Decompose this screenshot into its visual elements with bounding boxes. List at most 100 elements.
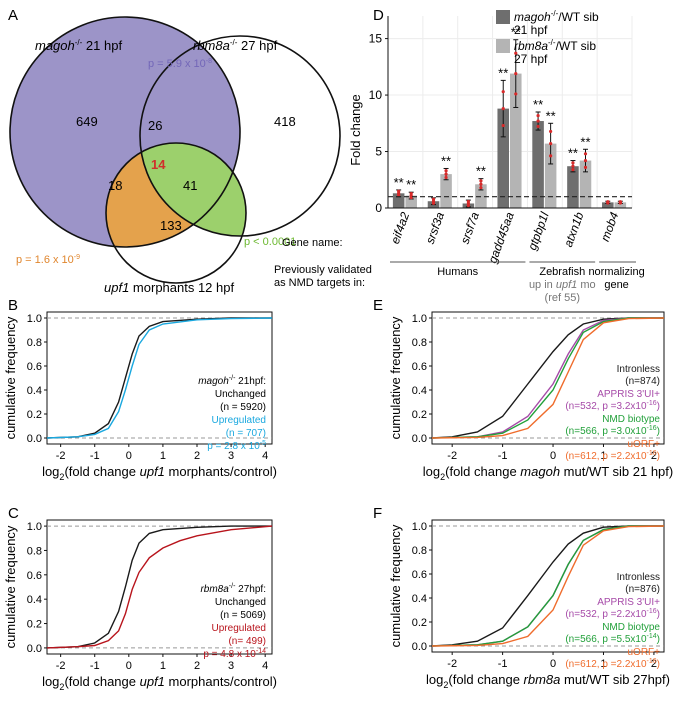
replicate-dot bbox=[618, 200, 622, 204]
legend-upregulated: Upregulated bbox=[212, 415, 266, 426]
x-tick-label: 4 bbox=[262, 450, 268, 462]
replicate-dot bbox=[409, 191, 413, 196]
y-tick-label: 0.4 bbox=[27, 594, 42, 606]
replicate-dot bbox=[479, 182, 483, 186]
y-tick-label: 5 bbox=[375, 145, 382, 159]
venn-count-magoh-only: 649 bbox=[76, 114, 98, 129]
replicate-dot bbox=[536, 119, 540, 123]
plot-frame bbox=[431, 519, 665, 653]
x-tick-label: -2 bbox=[56, 450, 66, 462]
venn-count-upf1-only: 133 bbox=[160, 218, 182, 233]
y-tick-label: 0.0 bbox=[27, 433, 42, 445]
series-line-intronless bbox=[431, 317, 664, 439]
legend-entry-stats: (n=532, p =3.2x10-16) bbox=[565, 400, 660, 412]
x-tick-label: 1 bbox=[160, 660, 166, 672]
y-tick-label: 0.0 bbox=[412, 433, 427, 445]
replicate-dot bbox=[549, 129, 553, 134]
significance-mark: ** bbox=[498, 65, 508, 80]
x-tick-label: 1 bbox=[600, 658, 606, 670]
y-tick-label: 1.0 bbox=[412, 521, 427, 533]
bar-eif4a2-rbm8a bbox=[405, 195, 417, 208]
legend-unchanged-n: (n = 5920) bbox=[220, 402, 266, 413]
significance-mark: ** bbox=[394, 175, 404, 190]
replicate-dot bbox=[501, 123, 505, 128]
gene-name-label: Gene name: bbox=[282, 237, 343, 249]
y-tick-label: 0.6 bbox=[27, 361, 42, 373]
series-line-unchanged bbox=[46, 525, 272, 649]
legend-entry-stats: (n=874) bbox=[625, 376, 660, 387]
x-tick-label: 1 bbox=[600, 450, 606, 462]
series-line-nmd-biotype bbox=[431, 317, 664, 439]
legend-title: magoh-/- 21hpf: bbox=[198, 375, 266, 387]
series-line-uorf- bbox=[431, 317, 665, 439]
x-axis-label: log2(fold change rbm8a mut/WT sib 27hpf) bbox=[426, 672, 670, 690]
legend-unchanged-n: (n = 5069) bbox=[220, 610, 266, 621]
replicate-dot bbox=[501, 107, 505, 111]
group-label-humans: Humans bbox=[437, 266, 478, 278]
legend-entry-stats: (n=566, p =3.0x10-16) bbox=[565, 425, 660, 437]
series-line-nmd-biotype bbox=[431, 525, 664, 647]
x-tick-label: 4 bbox=[262, 660, 268, 672]
venn-circle-magoh bbox=[9, 16, 241, 248]
bar-gadd45aa-magoh bbox=[497, 108, 509, 208]
y-tick-label: 0.0 bbox=[412, 641, 427, 653]
significance-mark: ** bbox=[546, 108, 556, 123]
legend-unchanged: Unchanged bbox=[215, 597, 266, 608]
legend-label-magoh-line2: 21 hpf bbox=[514, 23, 548, 37]
y-tick-label: 0.2 bbox=[27, 619, 42, 631]
legend-entry-label: uORF+ bbox=[627, 647, 660, 658]
replicate-dot bbox=[514, 92, 518, 96]
panel-e-cdf-chart: 0.0 0.2 0.4 0.6 0.8 1.0 -2 -1 0 1 2 cumulative freq… bbox=[388, 311, 673, 482]
venn-circle-rbm8a bbox=[139, 35, 341, 237]
replicate-dot bbox=[501, 90, 505, 94]
replicate-dot bbox=[444, 169, 448, 173]
significance-mark: ** bbox=[511, 25, 521, 40]
x-axis-label: log2(fold change upf1 morphants/control) bbox=[42, 674, 277, 692]
venn-label-upf1: upf1 morphants 12 hpf bbox=[104, 280, 234, 295]
group-note-zebrafish-ref: (ref 55) bbox=[545, 292, 580, 304]
validated-label-line2: as NMD targets in: bbox=[274, 277, 365, 289]
replicate-dot bbox=[444, 172, 448, 176]
y-tick-label: 0.8 bbox=[27, 337, 42, 349]
y-tick-label: 0.8 bbox=[412, 545, 427, 557]
y-tick-label: 0.4 bbox=[412, 593, 427, 605]
legend-label-rbm8a-line2: 27 hpf bbox=[514, 52, 548, 66]
legend-entry-label: APPRIS 3'UI+ bbox=[597, 597, 660, 608]
significance-mark: ** bbox=[441, 153, 451, 168]
venn-pvalue-mr: p = 5.9 x 10-8 bbox=[148, 58, 212, 70]
replicate-dot bbox=[479, 186, 483, 190]
y-tick-label: 0.6 bbox=[27, 570, 42, 582]
gene-label: eif4a2 bbox=[388, 210, 412, 246]
legend-entry-label: NMD biotype bbox=[602, 414, 660, 425]
panel-letter-e: E bbox=[373, 297, 383, 314]
panel-letter-a: A bbox=[8, 7, 18, 24]
x-tick-label: -1 bbox=[498, 658, 508, 670]
group-note-zebrafish: up in upf1 mo bbox=[529, 279, 596, 291]
replicate-dot bbox=[549, 154, 553, 158]
x-tick-label: -1 bbox=[90, 660, 100, 672]
venn-count-all: 14 bbox=[151, 157, 166, 172]
significance-mark: ** bbox=[568, 146, 578, 161]
x-tick-label: -2 bbox=[447, 450, 457, 462]
legend-pvalue: p = 2.8 x 10-5 bbox=[207, 440, 266, 452]
gene-label: srsf3a bbox=[423, 210, 447, 246]
x-tick-label: -2 bbox=[447, 658, 457, 670]
y-tick-label: 1.0 bbox=[412, 313, 427, 325]
group-label-normalizing-gene: gene bbox=[604, 279, 628, 291]
bar-gtpbp1l-rbm8a bbox=[544, 143, 557, 208]
plot-frame bbox=[431, 311, 665, 445]
legend-pvalue: p = 4.8 x 10-14 bbox=[203, 648, 266, 660]
y-tick-label: 0.2 bbox=[27, 409, 42, 421]
legend-entry-stats: (n=566, p =5.5x10-14) bbox=[565, 633, 660, 645]
y-axis-label: cumulative frequency bbox=[388, 524, 403, 647]
x-tick-label: 1 bbox=[160, 450, 166, 462]
y-tick-label: 1.0 bbox=[27, 313, 42, 325]
x-tick-label: 3 bbox=[228, 660, 234, 672]
replicate-dot bbox=[536, 114, 540, 118]
y-tick-label: 1.0 bbox=[27, 521, 42, 533]
y-tick-label: 0.8 bbox=[27, 545, 42, 557]
y-tick-label: 10 bbox=[369, 88, 383, 102]
y-tick-label: 0 bbox=[375, 201, 382, 215]
